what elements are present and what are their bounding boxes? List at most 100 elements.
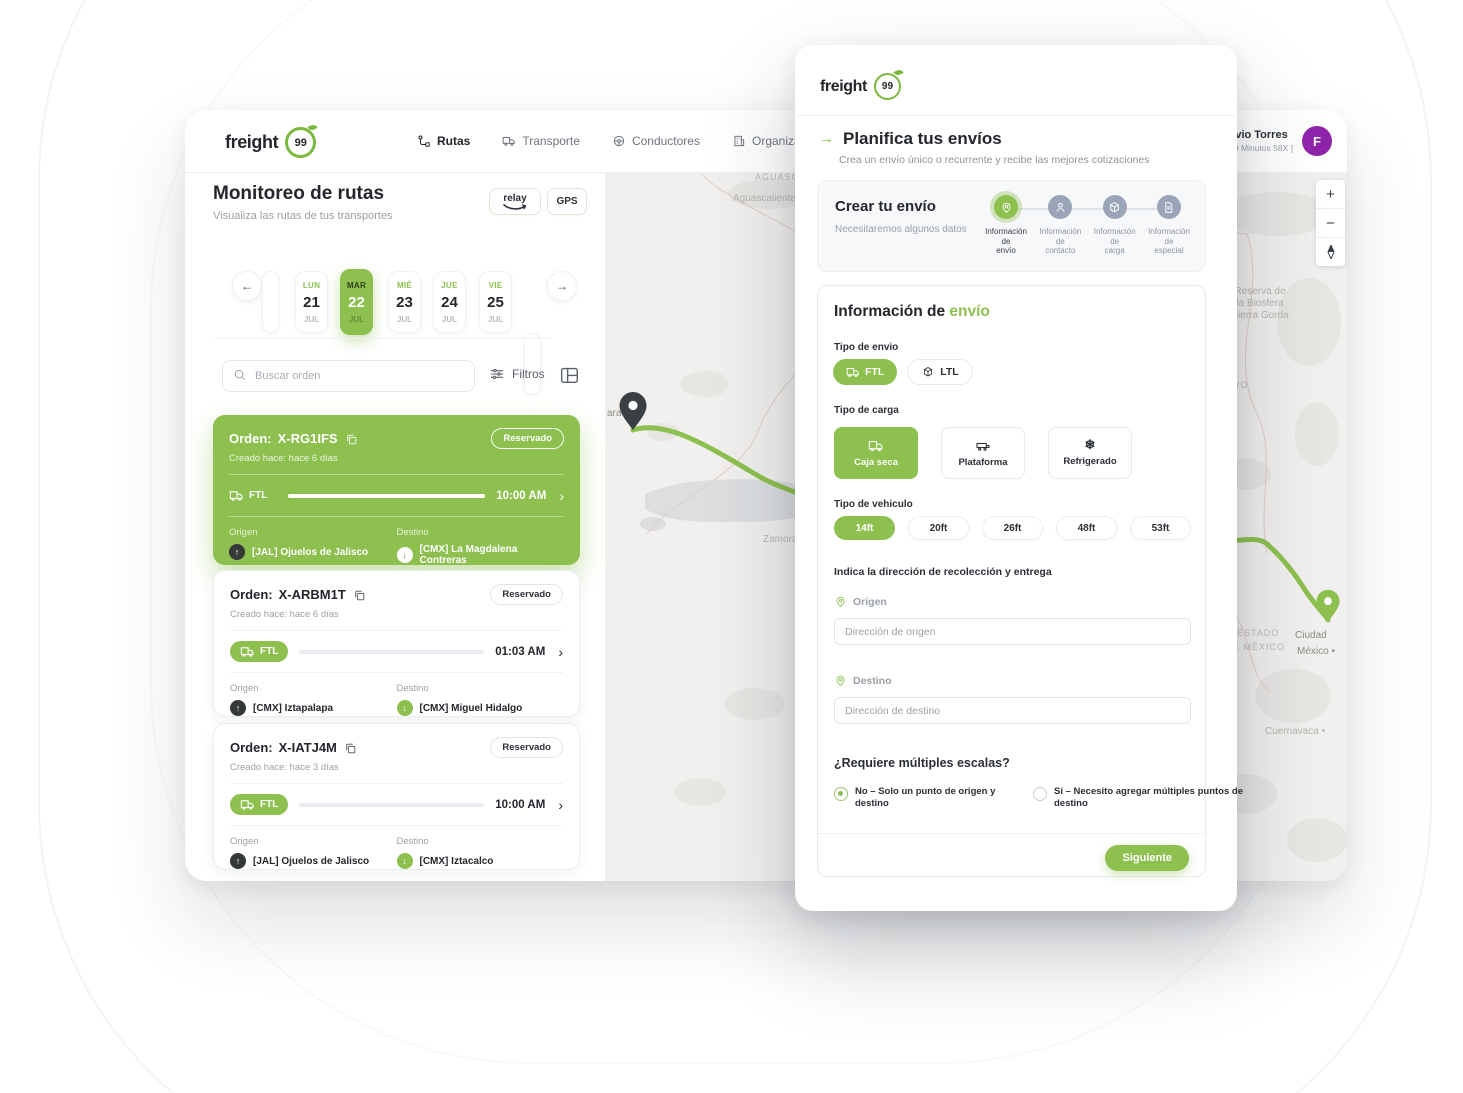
relay-toggle-button[interactable]: relay: [489, 188, 541, 215]
modal-subtitle: Crea un envío único o recurrente y recib…: [839, 154, 1150, 166]
tipo-vehiculo-label: Tipo de vehiculo: [834, 499, 913, 510]
order-card-x-iatj4m[interactable]: Orden: X-IATJ4M Reservado Creado hace: h…: [213, 723, 580, 870]
step-informacion-especial[interactable]: Información de especial: [1144, 195, 1194, 256]
layout-toggle-button[interactable]: [558, 364, 580, 386]
nav-item-rutas[interactable]: Rutas: [417, 134, 470, 148]
destination-dot-icon: ↓: [396, 853, 413, 869]
filters-label: Filtros: [512, 367, 545, 381]
dates-prev-button[interactable]: ←: [232, 271, 262, 301]
map-label-zamora: Zamora: [763, 534, 798, 545]
chevron-right-icon[interactable]: ›: [558, 643, 563, 660]
filters-button[interactable]: Filtros: [489, 366, 545, 382]
copy-icon[interactable]: [353, 589, 366, 602]
ftl-pill: FTL: [230, 641, 289, 662]
filter-sliders-icon: [491, 368, 503, 380]
order-time: 10:00 AM: [495, 798, 546, 811]
copy-icon[interactable]: [345, 433, 358, 446]
map-label-reserva-2: la Biosfera: [1236, 298, 1284, 309]
step-icon: [1156, 195, 1181, 219]
order-card-x-rg1ifs[interactable]: Orden: X-RG1IFS Reservado Creado hace: h…: [213, 415, 580, 566]
radio-no-multiple-stops[interactable]: No – Solo un punto de origen y destino: [834, 786, 1005, 810]
zoom-in-button[interactable]: +: [1316, 180, 1345, 209]
destino-address-input[interactable]: [834, 697, 1191, 724]
tipo-envio-label: Tipo de envio: [834, 342, 899, 353]
stepper-panel: Crear tu envío Necesitaremos algunos dat…: [817, 180, 1206, 272]
map-label-cdmx-1: Ciudad: [1295, 630, 1327, 641]
step-informacion-contacto[interactable]: Información de contacto: [1035, 195, 1085, 256]
search-box: [222, 360, 475, 392]
radio-si-multiple-stops[interactable]: Sí – Necesito agregar múltiples puntos d…: [1033, 786, 1254, 810]
user-org: 99 Minutos 58X ]: [1229, 143, 1293, 153]
siguiente-button[interactable]: Siguiente: [1105, 845, 1189, 871]
date-cell-partial-left[interactable]: M 0: [262, 271, 279, 333]
divider: [213, 338, 552, 339]
zoom-out-button[interactable]: −: [1316, 209, 1345, 238]
arrow-left-icon: ←: [241, 279, 253, 293]
copy-icon[interactable]: [344, 742, 357, 755]
order-card-x-arbm1t[interactable]: Orden: X-ARBM1T Reservado Creado hace: h…: [213, 570, 580, 717]
box-truck-icon: [868, 440, 883, 451]
chevron-right-icon[interactable]: ›: [558, 796, 563, 813]
vehiculo-53ft-option[interactable]: 53ft: [1130, 516, 1191, 540]
destination-value: [CMX] Iztacalco: [419, 855, 494, 867]
logo-badge: 99: [873, 73, 901, 100]
shipment-form-panel: Información de envío Tipo de envio FTL L…: [817, 285, 1243, 877]
step-informacion-carga[interactable]: Información de carga: [1090, 195, 1140, 256]
divider: [818, 833, 1205, 834]
avatar[interactable]: F: [1302, 126, 1332, 156]
date-cell-23[interactable]: MIÉ 23 JUL: [388, 271, 421, 333]
vehiculo-48ft-option[interactable]: 48ft: [1056, 516, 1117, 540]
vehiculo-26ft-option[interactable]: 26ft: [982, 516, 1043, 540]
order-created: Creado hace: hace 3 días: [230, 762, 339, 773]
date-cell-21[interactable]: LUN 21 JUL: [295, 271, 328, 333]
vehiculo-14ft-option[interactable]: 14ft: [834, 516, 895, 540]
nav-item-conductores[interactable]: Conductores: [612, 134, 700, 148]
origin-value: [JAL] Ojuelos de Jalisco: [253, 855, 370, 867]
origen-address-input[interactable]: [834, 618, 1191, 645]
modal-heading: → Planifica tus envíos: [819, 129, 1002, 149]
status-badge: Reservado: [491, 428, 564, 449]
modal-logo: freight 99: [820, 73, 901, 100]
dates-next-button[interactable]: →: [547, 271, 577, 301]
vehiculo-20ft-option[interactable]: 20ft: [908, 516, 969, 540]
divider: [229, 474, 564, 475]
carga-plataforma-option[interactable]: Plataforma: [941, 427, 1025, 479]
carga-caja-seca-option[interactable]: Caja seca: [834, 427, 918, 479]
arrow-right-icon: →: [819, 130, 834, 147]
step-label: Información de contacto: [1039, 227, 1082, 255]
location-pin-icon: [836, 675, 845, 686]
modal-title: Planifica tus envíos: [843, 129, 1002, 148]
step-informacion-envio[interactable]: Información de envío: [981, 195, 1031, 256]
ftl-pill: FTL: [229, 485, 277, 506]
nav-item-transporte[interactable]: Transporte: [502, 134, 580, 148]
destino-field-label: Destino: [834, 674, 892, 687]
progress-bar: [288, 493, 486, 498]
status-badge: Reservado: [490, 737, 563, 758]
origen-field-label: Origen: [834, 595, 887, 608]
user-account[interactable]: avio Torres 99 Minutos 58X ] F: [1229, 126, 1332, 156]
package-icon: [1110, 201, 1119, 212]
date-cell-partial-right[interactable]: S 2: [524, 333, 541, 395]
order-title: Orden: X-ARBM1T: [230, 587, 346, 602]
date-cell-24[interactable]: JUE 24 JUL: [433, 271, 466, 333]
compass-button[interactable]: [1316, 238, 1345, 266]
order-id: X-ARBM1T: [278, 587, 346, 602]
relay-label: relay: [503, 193, 527, 204]
logo-badge: 99: [285, 127, 317, 158]
carga-refrigerado-option[interactable]: ❄ Refrigerado: [1048, 427, 1132, 479]
search-input[interactable]: [222, 360, 475, 392]
chevron-right-icon[interactable]: ›: [559, 487, 564, 504]
gps-toggle-button[interactable]: GPS: [547, 188, 587, 215]
map-label-guadalajara-partial: ara •: [607, 408, 628, 419]
ftl-option[interactable]: FTL: [833, 359, 898, 385]
ltl-option[interactable]: LTL: [907, 359, 973, 385]
step-icon: [1102, 195, 1127, 219]
progress-bar: [299, 802, 485, 807]
destination-dot-icon: ↓: [396, 700, 413, 716]
date-cell-25[interactable]: VIE 25 JUL: [479, 271, 512, 333]
origin-dot-icon: ↑: [230, 700, 246, 716]
order-time: 10:00 AM: [496, 489, 547, 502]
nav-label: Transporte: [522, 134, 580, 148]
step-icon: [994, 195, 1018, 219]
date-cell-22-selected[interactable]: MAR 22 JUL: [340, 269, 373, 335]
